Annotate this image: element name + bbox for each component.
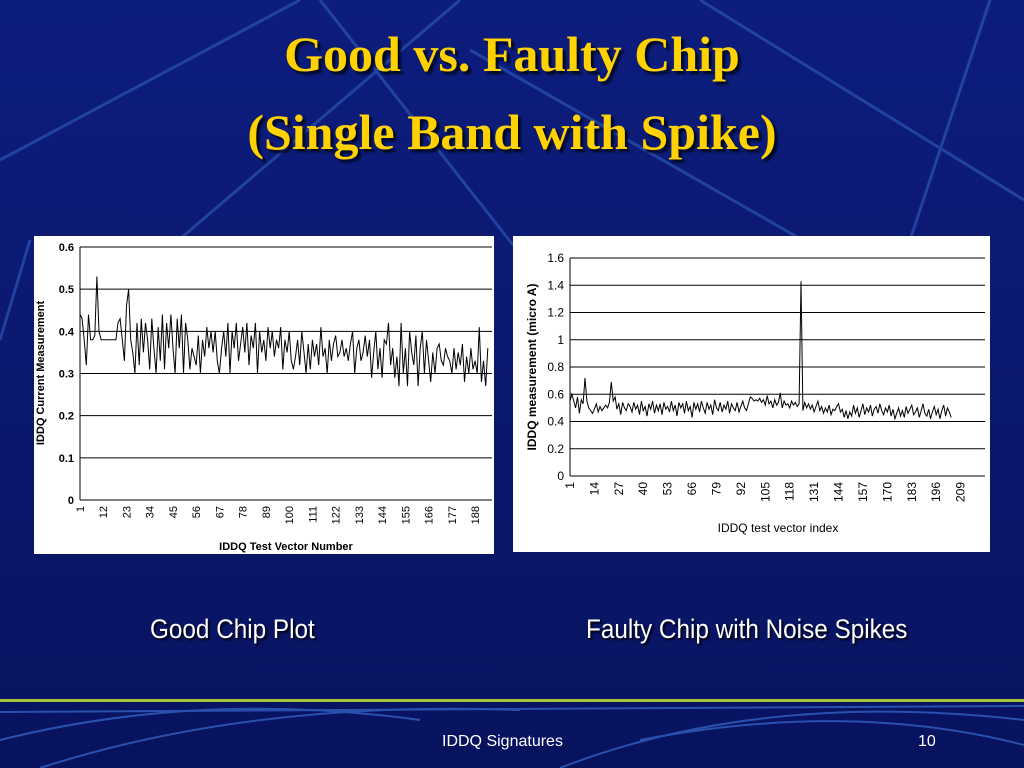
x-axis-title: IDDQ Test Vector Number [219,541,353,553]
x-tick-label: 27 [612,482,626,496]
page-number: 10 [918,733,936,750]
x-tick-label: 79 [709,482,723,496]
x-tick-label: 92 [734,482,748,496]
y-tick-label: 0.6 [59,242,74,254]
x-axis-title: IDDQ test vector index [718,521,839,535]
x-tick-label: 170 [880,482,894,502]
y-axis-title: IDDQ Current Measurement [35,301,47,446]
footer-divider [0,699,1024,702]
slide-title-line-2: (Single Band with Spike) [247,104,777,160]
footer-text: IDDQ Signatures [442,733,563,750]
y-tick-label: 1.2 [547,306,564,320]
x-tick-label: 105 [758,482,772,502]
x-tick-label: 1 [75,506,87,512]
x-tick-label: 1 [563,482,577,489]
x-tick-label: 209 [954,482,968,502]
x-tick-label: 122 [331,506,343,524]
y-tick-label: 0 [557,469,564,483]
y-tick-label: 0.2 [59,411,74,423]
slide-title-line-1: Good vs. Faulty Chip [284,26,740,82]
series-line [569,281,952,421]
x-tick-label: 118 [783,482,797,501]
good-chip-chart: 0 0.1 0.2 0.3 0.4 0.5 0.6 1 12 23 34 45 56 67 78 89 100 1… [35,242,492,553]
x-tick-label: 166 [424,506,436,524]
x-tick-label: 155 [400,506,412,524]
y-tick-label: 0.3 [59,369,74,381]
x-tick-label: 78 [238,506,250,518]
y-tick-label: 0.4 [59,326,75,338]
faulty-chip-chart: 0 0.2 0.4 0.6 0.8 1 1.2 1.4 1.6 1 14 27 40 53 66 79 92 10… [525,251,985,535]
y-tick-label: 0.2 [547,442,564,456]
x-tick-label: 66 [685,482,699,496]
x-tick-label: 131 [807,482,821,502]
x-tick-label: 133 [354,506,366,524]
x-tick-label: 34 [145,506,157,518]
x-tick-label: 144 [377,506,389,524]
y-tick-label: 0.4 [547,415,564,429]
good-chip-chart-panel: 0 0.1 0.2 0.3 0.4 0.5 0.6 1 12 23 34 45 56 67 78 89 100 1… [34,236,494,554]
faulty-chip-chart-panel: 0 0.2 0.4 0.6 0.8 1 1.2 1.4 1.6 1 14 27 40 53 66 79 92 10… [513,236,990,552]
x-tick-label: 67 [214,506,226,518]
x-tick-label: 196 [929,482,943,502]
y-tick-label: 1.4 [547,278,564,292]
y-tick-label: 0.1 [59,453,74,465]
y-tick-label: 1.6 [547,251,564,265]
x-tick-label: 183 [905,482,919,502]
y-tick-label: 1 [557,333,564,347]
x-tick-label: 12 [98,506,110,518]
x-tick-label: 53 [661,482,675,496]
x-tick-label: 100 [284,506,296,524]
x-tick-label: 144 [832,482,846,502]
faulty-chip-caption: Faulty Chip with Noise Spikes [586,614,908,644]
x-tick-label: 14 [587,482,601,496]
x-tick-label: 45 [168,506,180,518]
y-tick-label: 0.8 [547,360,564,374]
x-tick-label: 40 [636,482,650,496]
x-tick-label: 56 [191,506,203,518]
y-axis-title: IDDQ measurement (micro A) [525,284,539,451]
x-tick-label: 177 [447,506,459,524]
good-chip-caption: Good Chip Plot [150,614,315,644]
x-tick-label: 111 [307,506,319,523]
y-tick-label: 0.6 [547,387,564,401]
x-tick-label: 23 [121,506,133,518]
y-tick-label: 0.5 [59,284,74,296]
x-tick-label: 188 [470,506,482,524]
y-tick-label: 0 [68,495,74,507]
x-tick-label: 89 [261,506,273,518]
x-tick-label: 157 [856,482,870,502]
series-line [79,276,489,387]
